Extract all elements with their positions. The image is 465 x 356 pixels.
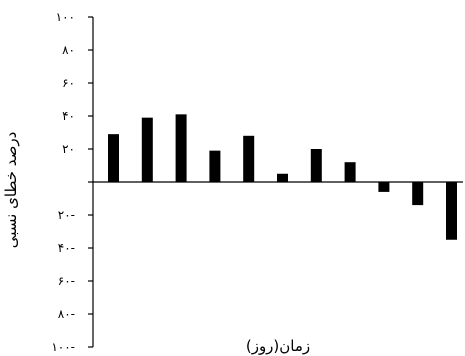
y-tick-label: ۶۰-: [58, 274, 75, 288]
bar: [412, 182, 424, 206]
bar: [175, 114, 187, 182]
y-tick-label: ۸۰-: [58, 307, 75, 321]
y-tick-label: ۸۰: [62, 43, 75, 57]
y-tick-label: ۲۰: [62, 142, 75, 156]
y-tick-label: ۴۰: [62, 109, 75, 123]
y-tick-label: ۲۰-: [58, 208, 75, 222]
bar: [378, 182, 390, 192]
y-tick-label: ۶۰: [62, 76, 75, 90]
y-axis-label: درصد خطای نسبی: [2, 132, 20, 249]
bar: [310, 149, 322, 182]
bars: [108, 114, 457, 240]
y-tick-label: ۱۰۰: [56, 10, 75, 24]
bar: [141, 117, 153, 182]
y-tick-label: ۱۰۰-: [51, 340, 75, 354]
bar: [446, 182, 457, 240]
bar: [277, 173, 288, 182]
bar: [243, 135, 255, 182]
y-axis: ۱۰۰ ۸۰ ۶۰ ۴۰ ۲۰ ۲۰- ۴۰- ۶۰- ۸۰- ۱۰۰-: [51, 10, 94, 354]
bar: [209, 150, 221, 182]
x-axis-label: زمان(روز): [246, 337, 310, 355]
bar: [344, 162, 356, 182]
y-tick-label: ۴۰-: [58, 241, 75, 255]
bar: [108, 134, 119, 182]
